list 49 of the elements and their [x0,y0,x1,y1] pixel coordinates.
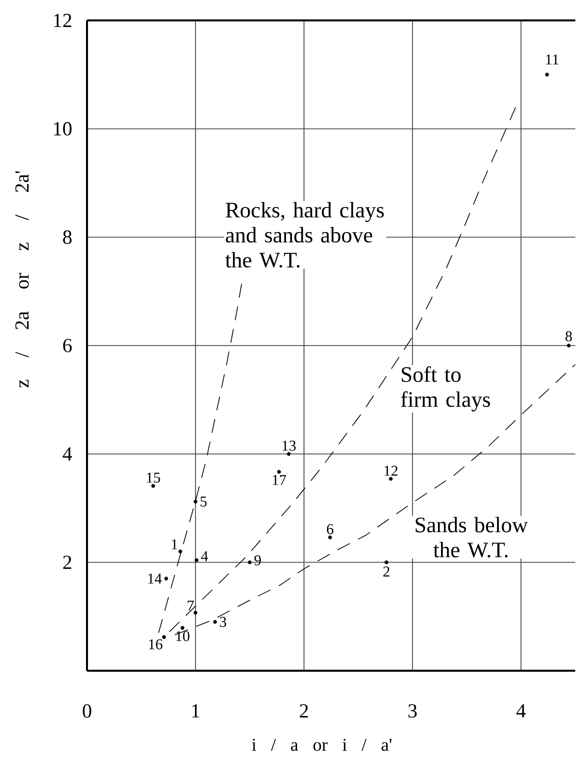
annotation: 4 [200,551,208,562]
point [545,72,549,76]
point [384,560,388,564]
point [194,558,198,562]
point [286,452,291,456]
x-tick-label: 3 [408,704,417,718]
point [328,535,332,540]
point [193,610,198,615]
series-label: Rocks, hard clays and sands above the W.T. [225,202,384,268]
x-tick-label: 1 [192,704,200,718]
point [193,500,198,504]
x-tick-label: 0 [82,704,92,718]
annotation: 7 [188,600,194,611]
annotation: 17 [272,475,286,485]
y-tick-label: 2 [63,556,72,569]
series-label: Sands below the W.T. [416,516,528,558]
point [180,626,184,630]
x-axis-title: i / a or i / a' [252,738,392,751]
point [248,560,252,564]
point [162,635,166,639]
y-tick-label: 4 [62,447,72,461]
annotation: 11 [546,54,558,64]
annotation: 5 [200,496,207,507]
annotation: 2 [383,566,390,576]
annotation: 14 [148,574,162,584]
y-tick-label: 10 [54,122,72,136]
annotation: 13 [282,440,296,451]
series-label: Soft to firm clays [400,366,490,412]
x-tick-label: 4 [516,704,526,718]
point [178,550,182,554]
y-tick-label: 12 [54,14,72,28]
annotation: 10 [176,631,190,642]
y-tick-label: 6 [63,338,72,352]
y-axis-title: z / 2a or z / 2a' [15,171,29,388]
annotation: 12 [384,466,398,476]
annotation: 8 [565,331,572,342]
x-tick-label: 2 [300,704,308,718]
annotation: 3 [220,616,226,627]
y-tick-label: 8 [62,230,72,244]
annotation: 16 [149,639,162,650]
point [277,470,281,474]
point [388,476,393,481]
annotation: 6 [326,524,334,534]
point [566,344,571,348]
annotation: 1 [172,539,178,550]
point [213,620,217,624]
point [151,484,155,488]
annotation: 15 [146,472,160,483]
point [164,576,168,580]
